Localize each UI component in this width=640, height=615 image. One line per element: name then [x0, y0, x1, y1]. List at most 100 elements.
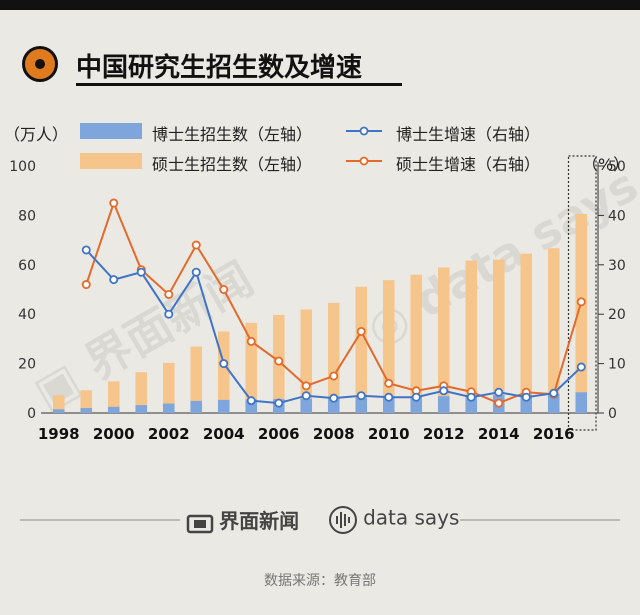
x-axis-tick-label: 2010 [368, 425, 410, 443]
phd-growth-point [494, 387, 504, 397]
x-axis-tick-label: 2000 [93, 425, 135, 443]
phd-count-bar [437, 396, 450, 413]
master-growth-point [329, 371, 339, 381]
phd-count-bar [382, 397, 395, 413]
master-growth-point [384, 378, 394, 388]
phd-count-bar [217, 399, 230, 413]
x-axis-tick-label: 2008 [313, 425, 355, 443]
master-count-bar [547, 248, 560, 413]
phd-count-bar [575, 392, 588, 413]
legend-label: 博士生增速（右轴） [396, 125, 541, 144]
x-axis-tick-label: 2002 [148, 425, 190, 443]
footer-brand-en: data says [363, 505, 460, 530]
master-count-bar [135, 372, 148, 413]
footer-divider-right [460, 519, 620, 521]
master-count-bar [190, 346, 203, 413]
phd-growth-point [329, 393, 339, 403]
x-axis-tick-label: 2004 [203, 425, 245, 443]
phd-count-bar [355, 397, 368, 413]
left-axis-unit: （万人） [4, 125, 69, 144]
phd-growth-point [191, 267, 201, 277]
master-growth-point [246, 336, 256, 346]
master-count-bar [465, 260, 478, 413]
x-axis-tick-label: 2014 [478, 425, 520, 443]
x-axis-tick-label: 2016 [533, 425, 575, 443]
right-axis-unit: （%） [582, 155, 630, 174]
x-axis-tick-label: 2012 [423, 425, 465, 443]
right-axis-tick-label: 10 [608, 357, 626, 373]
chart-plot: 0 20 40 60 80 100 0 10 20 30 40 50 1998 2000 2002 2004 2… [9, 155, 626, 443]
phd-count-bar [245, 399, 258, 413]
right-axis-tick-label: 0 [608, 406, 617, 422]
phd-count-bar [410, 396, 423, 413]
legend-master-line-swatch [346, 156, 382, 166]
master-growth-point [109, 198, 119, 208]
phd-count-bar [190, 400, 203, 413]
phd-growth-point [521, 392, 531, 402]
phd-growth-point [356, 391, 366, 401]
phd-count-bar [465, 395, 478, 413]
right-axis-tick-label: 30 [608, 258, 626, 274]
phd-count-bar [107, 406, 120, 413]
phd-count-bar [135, 405, 148, 413]
master-growth-point [494, 398, 504, 408]
x-axis-tick-label: 2006 [258, 425, 300, 443]
legend-master-bar-swatch [80, 153, 142, 169]
left-axis-tick-label: 60 [18, 258, 36, 274]
master-growth-point [219, 284, 229, 294]
footer-brand-jiemian: 界面新闻 [186, 505, 299, 535]
left-axis-tick-label: 80 [18, 208, 36, 224]
master-count-bar [520, 253, 533, 413]
master-count-bar [162, 362, 175, 413]
right-axis-tick-label: 20 [608, 307, 626, 323]
right-axis-tick-label: 40 [608, 208, 626, 224]
phd-growth-point [274, 398, 284, 408]
title-bullet-icon [22, 46, 58, 82]
left-axis-tick-label: 100 [9, 159, 36, 175]
phd-growth-point [164, 309, 174, 319]
legend-label: 硕士生增速（右轴） [396, 155, 541, 174]
master-growth-point [576, 297, 586, 307]
phd-count-bar [520, 394, 533, 413]
phd-count-bar [80, 408, 93, 413]
master-count-bar [410, 274, 423, 413]
x-axis-tick-label: 1998 [38, 425, 80, 443]
master-count-bar [382, 280, 395, 413]
master-count-bar [327, 302, 340, 413]
phd-growth-point [439, 386, 449, 396]
master-growth-point [274, 356, 284, 366]
phd-growth-point [81, 245, 91, 255]
phd-growth-point [136, 267, 146, 277]
phd-count-bar [52, 409, 65, 413]
master-count-bar [107, 381, 120, 413]
phd-count-bar [300, 398, 313, 413]
master-growth-point [356, 326, 366, 336]
master-count-bar [217, 331, 230, 413]
phd-growth-point [384, 392, 394, 402]
phd-growth-point [466, 392, 476, 402]
left-axis-tick-label: 40 [18, 307, 36, 323]
legend-label: 硕士生招生数（左轴） [152, 155, 313, 174]
phd-growth-point [246, 396, 256, 406]
datasays-logo-icon [329, 506, 357, 534]
highlight-box-2017 [567, 155, 597, 431]
legend-label: 博士生招生数（左轴） [152, 125, 313, 144]
master-count-bar [492, 259, 505, 413]
footer-divider-left [20, 519, 180, 521]
footer-brand-datasays: data says [328, 505, 459, 535]
phd-growth-point [576, 362, 586, 372]
master-growth-point [81, 280, 91, 290]
left-axis-tick-label: 20 [18, 357, 36, 373]
master-growth-point [191, 240, 201, 250]
phd-count-bar [547, 393, 560, 413]
top-bar [0, 0, 640, 10]
master-count-bar [300, 309, 313, 413]
master-count-bar [437, 267, 450, 413]
master-growth-point [164, 289, 174, 299]
phd-growth-point [549, 388, 559, 398]
master-count-bar [575, 213, 588, 413]
right-axis-tick-label: 50 [608, 159, 626, 175]
phd-count-bar [327, 398, 340, 413]
title-underline [76, 83, 402, 86]
master-count-bar [80, 390, 93, 413]
